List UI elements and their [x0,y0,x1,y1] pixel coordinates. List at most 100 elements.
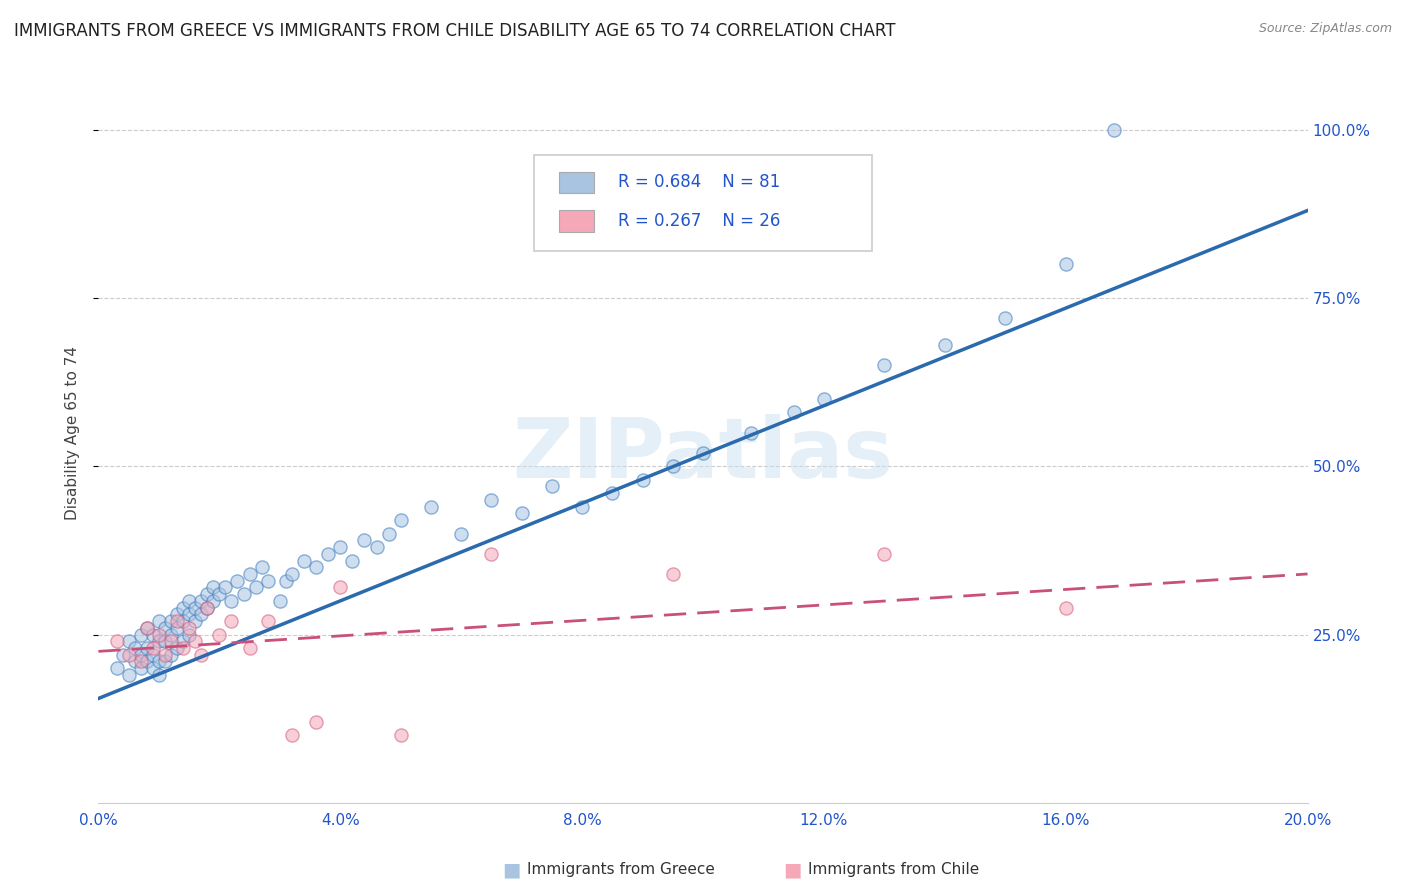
Point [1054,600,1077,615]
Text: IMMIGRANTS FROM GREECE VS IMMIGRANTS FROM CHILE DISABILITY AGE 65 TO 74 CORRELAT: IMMIGRANTS FROM GREECE VS IMMIGRANTS FRO… [14,22,896,40]
Point [873,359,896,373]
Point [153,634,176,648]
Point [305,560,328,574]
Text: R = 0.684    N = 81: R = 0.684 N = 81 [619,173,780,192]
Point [481,547,503,561]
Point [135,655,157,669]
Point [184,614,207,628]
Point [190,594,212,608]
Point [873,547,896,561]
Point [195,600,218,615]
Point [142,648,165,662]
Point [221,594,243,608]
Point [153,655,176,669]
Point [353,533,375,548]
Point [366,540,388,554]
Point [105,661,128,675]
Point [571,500,593,514]
Point [111,648,134,662]
Point [250,560,273,574]
Point [184,600,207,615]
Point [190,648,212,662]
Point [160,648,183,662]
Point [661,459,683,474]
Point [129,648,152,662]
Point [221,614,243,628]
Point [1102,122,1125,136]
Point [239,640,262,655]
Point [342,553,364,567]
Point [195,600,218,615]
Point [172,634,194,648]
Point [153,648,176,662]
Text: Immigrants from Chile: Immigrants from Chile [808,863,980,877]
Point [245,581,267,595]
Point [329,540,352,554]
Point [118,668,141,682]
Point [172,600,194,615]
Point [148,668,170,682]
Point [105,634,128,648]
Point [118,634,141,648]
Point [226,574,249,588]
Point [281,566,304,581]
Point [208,587,231,601]
Point [166,621,188,635]
Point [292,553,315,567]
Point [202,594,225,608]
Point [1054,257,1077,271]
Point [118,648,141,662]
Point [239,566,262,581]
Point [135,621,157,635]
Point [232,587,254,601]
Point [124,640,146,655]
Point [135,640,157,655]
Text: Immigrants from Greece: Immigrants from Greece [527,863,716,877]
Point [214,581,236,595]
Point [256,614,278,628]
Point [195,587,218,601]
Point [160,614,183,628]
Point [661,566,683,581]
Point [329,581,352,595]
Y-axis label: Disability Age 65 to 74: Disability Age 65 to 74 [65,345,80,520]
Point [377,526,399,541]
Point [148,614,170,628]
Point [510,507,533,521]
FancyBboxPatch shape [560,171,595,193]
Point [179,627,201,641]
Point [142,627,165,641]
Point [813,392,835,406]
Text: ZIPatlas: ZIPatlas [513,414,893,495]
Point [740,425,762,440]
Point [166,640,188,655]
Point [631,473,654,487]
Point [256,574,278,588]
Point [160,627,183,641]
Point [994,311,1017,326]
Point [148,634,170,648]
Point [148,627,170,641]
Point [179,621,201,635]
Point [166,614,188,628]
Point [184,634,207,648]
Point [148,655,170,669]
Point [179,607,201,622]
FancyBboxPatch shape [560,211,595,232]
Point [124,655,146,669]
Point [316,547,339,561]
Point [269,594,291,608]
Point [274,574,297,588]
Point [602,486,624,500]
Point [160,634,183,648]
Point [129,661,152,675]
Point [420,500,443,514]
Point [389,513,412,527]
Text: ■: ■ [502,860,520,880]
Point [783,405,806,419]
Point [481,492,503,507]
Point [142,640,165,655]
Point [166,607,188,622]
Point [450,526,472,541]
Point [129,655,152,669]
